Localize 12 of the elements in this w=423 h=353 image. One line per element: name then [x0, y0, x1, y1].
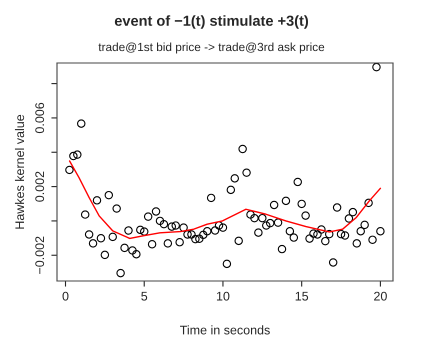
chart-title: event of −1(t) stimulate +3(t): [114, 15, 308, 29]
x-tick-label: 15: [296, 292, 308, 301]
y-tick-label: 0.006: [35, 102, 44, 134]
chart-subtitle: trade@1st bid price -> trade@3rd ask price: [98, 42, 324, 54]
x-tick-label: 0: [62, 292, 68, 301]
y-tick-label: 0.002: [35, 172, 44, 202]
x-tick-label: 20: [374, 292, 387, 301]
y-axis-title: Hawkes kernel value: [14, 114, 24, 229]
x-tick-label: 5: [141, 292, 148, 301]
x-tick-label: 10: [216, 292, 230, 301]
x-axis-title: Time in seconds: [180, 325, 270, 334]
y-tick-label: −0.002: [35, 236, 44, 274]
